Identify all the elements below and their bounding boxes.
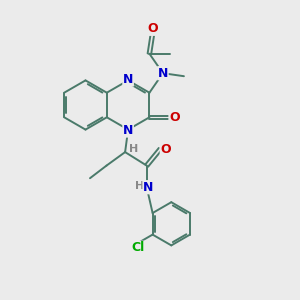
- Text: Cl: Cl: [132, 241, 145, 254]
- Text: H: H: [129, 143, 138, 154]
- Text: N: N: [158, 67, 168, 80]
- Text: O: O: [160, 142, 171, 156]
- Text: O: O: [169, 111, 180, 124]
- Text: H: H: [135, 181, 144, 191]
- Text: N: N: [123, 73, 133, 86]
- Text: N: N: [123, 124, 133, 137]
- Text: O: O: [147, 22, 158, 35]
- Text: N: N: [143, 181, 153, 194]
